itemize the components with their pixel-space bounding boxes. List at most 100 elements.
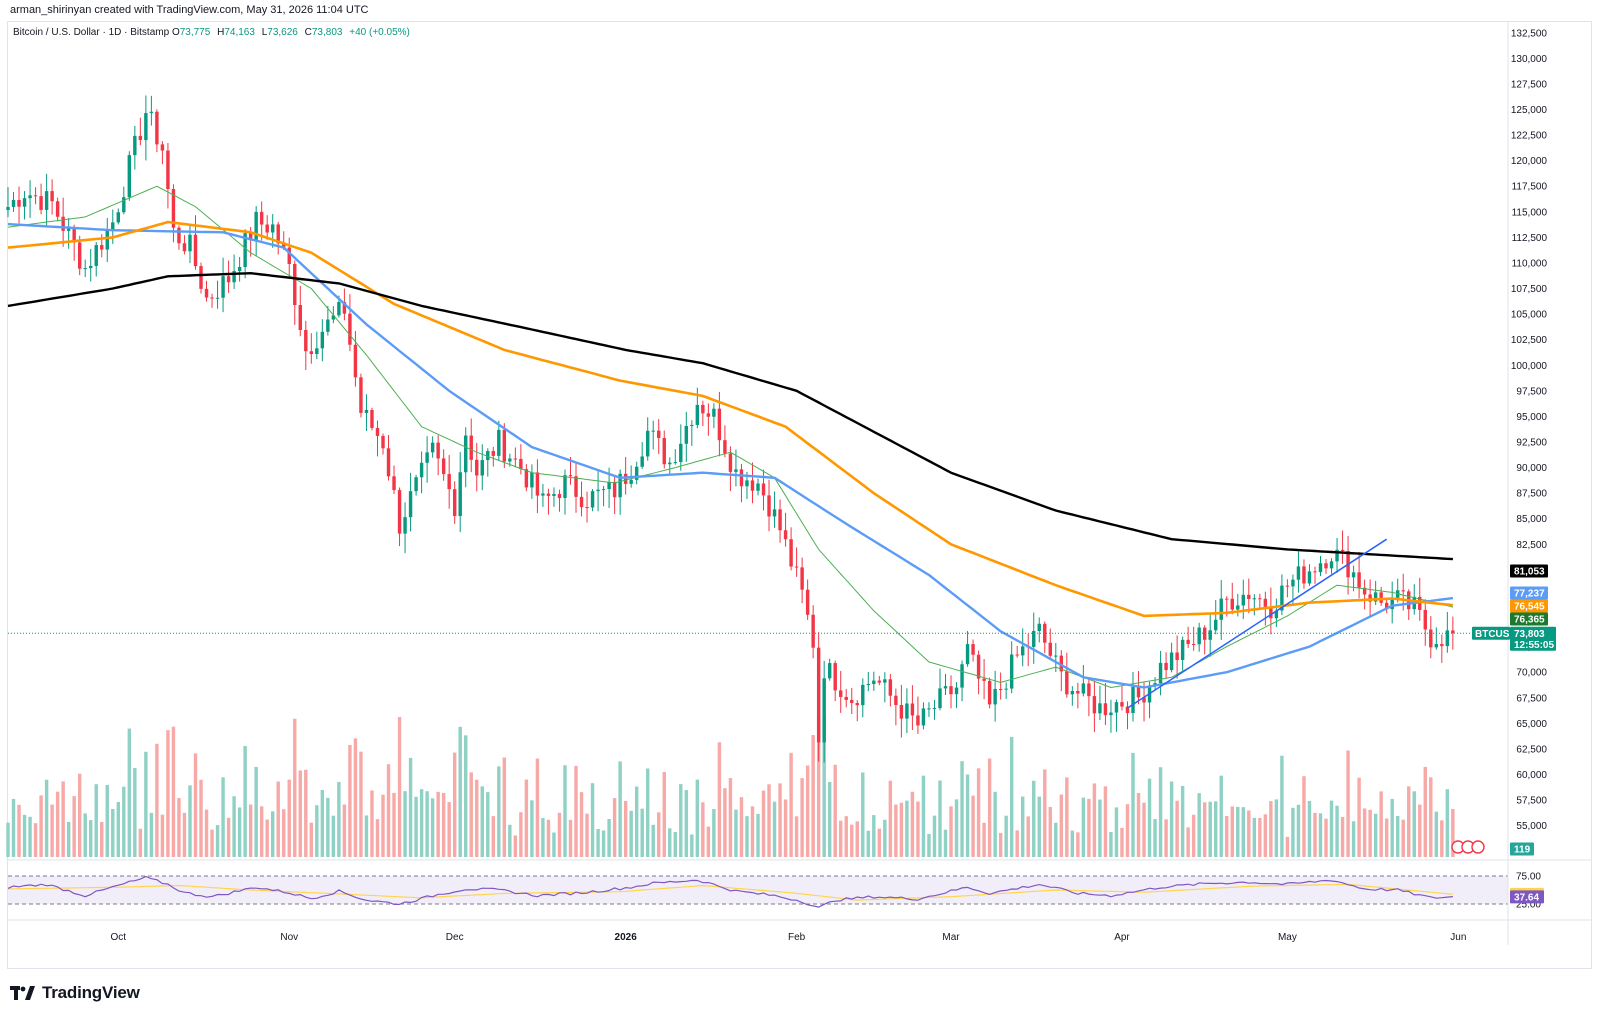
volume-bar [800,778,804,857]
candle [552,487,556,507]
candle-body [1070,691,1075,695]
candle [894,688,898,726]
candle-body [1009,654,1014,689]
countdown-text: 12:55:05 [1514,640,1554,651]
candle [1313,566,1317,584]
candle-body [960,664,964,688]
candle [497,420,501,461]
candle-body [475,459,479,476]
candle-body [1136,686,1141,698]
us-flag-icon[interactable] [1471,840,1485,854]
candle-body [39,196,43,210]
candle-body [182,243,187,252]
candle-body [1054,655,1058,657]
candle [623,456,628,495]
volume-bar [805,765,810,857]
tradingview-logo[interactable]: TradingView [10,983,140,1003]
candle [767,479,771,532]
volume-bar [243,745,247,857]
volume-bar [215,825,220,857]
symbol-tag-bg [1472,626,1510,640]
ma-fast-line [7,185,1454,688]
candle [888,673,893,707]
candle-body [1324,563,1328,569]
candle [375,420,380,457]
candle-body [287,247,291,265]
candle [221,257,225,313]
candle-body [783,530,788,540]
candle [684,411,689,462]
price-tick-label: 57,500 [1516,796,1547,807]
volume-bar [155,743,159,857]
candle-body [827,663,832,679]
candle-body [563,475,567,499]
volume-bar [1197,793,1201,857]
volume-bar [1307,800,1312,857]
candle [1269,587,1273,635]
volume-bar [1065,777,1069,857]
candle-body [77,242,82,269]
candle-body [210,297,214,299]
volume-bar [1340,816,1345,857]
volume-bar [259,806,264,857]
volume-bar [1412,791,1416,857]
volume-bar [816,717,821,857]
candle [386,434,391,481]
volume-bar [1054,822,1058,857]
candle-body [1098,703,1102,714]
candle [480,444,484,491]
volume-bar [375,819,380,857]
candle-body [1307,571,1312,584]
volume-bar [1219,775,1223,857]
volume-bar [651,824,655,857]
volume-bar [293,718,297,857]
volume-bar [100,822,104,857]
candle [414,474,418,496]
candle [634,461,639,485]
symbol-legend[interactable]: Bitcoin / U.S. Dollar · 1D · Bitstamp O7… [13,27,414,38]
volume-bar [965,774,970,857]
time-tick-label: Feb [788,932,806,943]
volume-bar [850,824,854,857]
candle-body [315,348,319,355]
candle [1230,582,1234,615]
candle [712,403,716,429]
volume-bar [11,798,16,857]
economic-events-icons[interactable] [1451,840,1485,854]
ohlc-open: O73,775 [171,27,211,38]
volume-bar [22,814,27,857]
candle [436,435,440,476]
volume-bar [441,793,446,857]
candle [905,688,909,734]
candle-body [425,452,429,463]
candle-body [1043,623,1047,643]
price-tick-label: 110,000 [1512,258,1548,269]
candle-body [1169,652,1174,671]
candle [1434,627,1439,650]
candle-body [397,490,402,534]
trendline[interactable] [1127,538,1388,709]
candle-body [612,481,617,498]
volume-bar [1274,799,1279,857]
volume-bar [270,811,275,857]
volume-bar [668,828,672,857]
candle-body [282,243,286,248]
volume-bar [1329,800,1334,857]
volume-bar [883,819,887,857]
candle [403,502,407,554]
candle [149,95,154,126]
candle [673,449,677,465]
candle-body [116,212,121,223]
candle-body [905,703,909,719]
candle [1362,579,1367,610]
volume-tag-bg [1510,842,1534,856]
time-tick-label: Dec [446,932,464,943]
volume-bar [899,802,904,857]
candle-body [739,469,744,487]
volume-bar [464,735,468,857]
volume-bar [1225,815,1229,857]
candle-body [111,222,115,230]
trendlines[interactable] [1127,538,1388,709]
candle-body [392,476,396,491]
